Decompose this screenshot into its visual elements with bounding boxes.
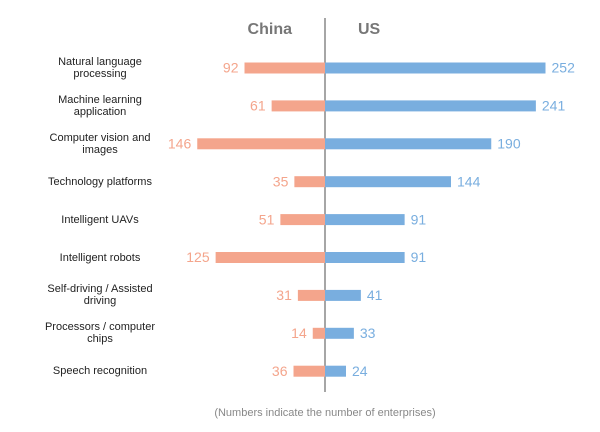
bar bbox=[312, 327, 325, 339]
value-label: 51 bbox=[259, 211, 275, 227]
category-label: Speech recognition bbox=[52, 365, 148, 378]
bar bbox=[325, 365, 346, 377]
category-label: Computer vision and images bbox=[49, 131, 151, 156]
bar bbox=[325, 100, 536, 112]
category-label: Self-driving / Assisted driving bbox=[47, 283, 153, 308]
series-header: China bbox=[248, 21, 293, 38]
bar bbox=[325, 289, 361, 301]
category-label: Machine learning application bbox=[58, 93, 142, 118]
bar bbox=[293, 365, 325, 377]
value-label: 41 bbox=[367, 287, 383, 303]
bar bbox=[325, 138, 492, 150]
value-label: 144 bbox=[457, 173, 481, 189]
bar bbox=[325, 327, 354, 339]
value-label: 61 bbox=[250, 98, 266, 114]
bar bbox=[325, 62, 546, 74]
value-label: 125 bbox=[186, 249, 210, 265]
category-label: Technology platforms bbox=[48, 175, 152, 188]
value-label: 31 bbox=[276, 287, 292, 303]
value-label: 36 bbox=[272, 363, 288, 379]
value-label: 35 bbox=[273, 173, 289, 189]
bar bbox=[280, 214, 325, 226]
category-label: Processors / computer chips bbox=[44, 321, 156, 346]
value-label: 91 bbox=[411, 211, 427, 227]
note: (Numbers indicate the number of enterpri… bbox=[214, 407, 435, 419]
series-header: US bbox=[358, 21, 381, 38]
value-label: 190 bbox=[497, 136, 521, 152]
value-label: 91 bbox=[411, 249, 427, 265]
value-label: 24 bbox=[352, 363, 368, 379]
value-label: 241 bbox=[542, 98, 566, 114]
category-label: Intelligent robots bbox=[59, 251, 141, 264]
bar bbox=[244, 62, 325, 74]
category-label: Natural language processing bbox=[58, 56, 142, 80]
bar bbox=[325, 176, 451, 188]
value-label: 92 bbox=[223, 60, 239, 76]
bar bbox=[294, 176, 325, 188]
value-label: 252 bbox=[552, 60, 576, 76]
value-label: 14 bbox=[291, 325, 307, 341]
bar bbox=[297, 289, 325, 301]
bar bbox=[215, 252, 325, 263]
bar bbox=[197, 138, 325, 150]
bar bbox=[271, 100, 325, 112]
value-label: 146 bbox=[168, 136, 192, 152]
category-label: Intelligent UAVs bbox=[61, 213, 139, 226]
value-label: 33 bbox=[360, 325, 376, 341]
bar bbox=[325, 214, 405, 226]
bar bbox=[325, 252, 405, 263]
